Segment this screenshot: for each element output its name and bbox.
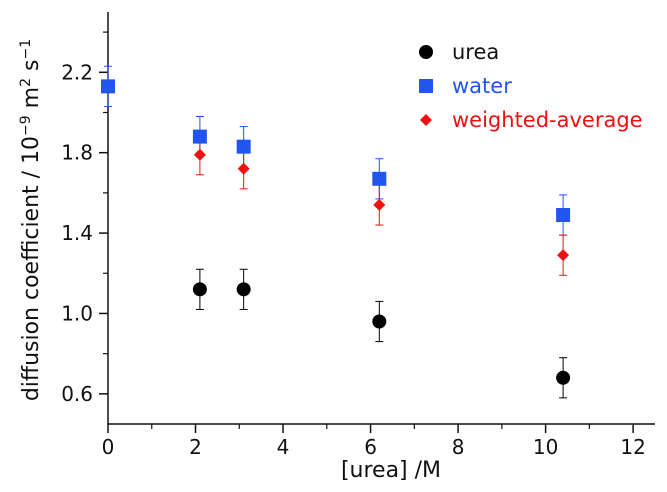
urea-point	[372, 314, 387, 329]
weighted-average-point	[373, 198, 386, 211]
legend-marker-weighted-average	[420, 114, 432, 126]
x-axis-label: [urea] /M	[341, 458, 441, 483]
water-point	[372, 171, 387, 186]
x-tick-label: 4	[277, 435, 290, 459]
data-markers	[101, 79, 571, 385]
y-tick-label: 1.4	[61, 221, 93, 245]
legend: urea water weighted-average	[419, 40, 643, 132]
water-point	[192, 129, 207, 144]
axes	[107, 12, 655, 425]
weighted-average-point	[557, 249, 570, 262]
legend-marker-urea	[419, 45, 433, 59]
y-axis-label-exp: −9	[18, 115, 34, 136]
y-tick-label: 0.6	[61, 382, 93, 406]
water-point	[236, 139, 251, 154]
x-tick-label: 12	[620, 435, 645, 459]
urea-point	[556, 370, 571, 385]
water-point	[101, 79, 115, 94]
legend-marker-water	[419, 79, 433, 93]
x-tick-label: 0	[102, 435, 115, 459]
x-tick-label: 2	[189, 435, 202, 459]
weighted-average-point	[193, 148, 206, 161]
legend-label-urea: urea	[452, 40, 499, 64]
urea-point	[192, 282, 207, 297]
x-tick-label: 6	[364, 435, 377, 459]
urea-point	[236, 282, 251, 297]
x-tick-label: 8	[452, 435, 465, 459]
y-axis-label-s-exp: −1	[18, 39, 34, 60]
y-axis-label: diffusion coefficient / 10−9 m2 s−1	[18, 39, 44, 401]
y-axis-label-m-exp: 2	[18, 78, 34, 87]
weighted-average-point	[237, 162, 250, 175]
y-axis-label-s: s	[19, 59, 44, 77]
ticks: 0 2 4 6 8 10 12 0.6 1.0 1.4 1.8 2.2	[61, 31, 646, 459]
y-axis-label-main: diffusion coefficient / 10	[19, 136, 44, 401]
y-tick-label: 2.2	[61, 60, 93, 84]
legend-label-water: water	[452, 74, 512, 98]
legend-label-weighted-average: weighted-average	[452, 108, 643, 132]
water-point	[556, 207, 571, 222]
y-tick-label: 1.8	[61, 141, 93, 165]
y-tick-label: 1.0	[61, 301, 93, 325]
x-tick-label: 10	[533, 435, 558, 459]
y-axis-label-unit: m	[19, 87, 44, 115]
